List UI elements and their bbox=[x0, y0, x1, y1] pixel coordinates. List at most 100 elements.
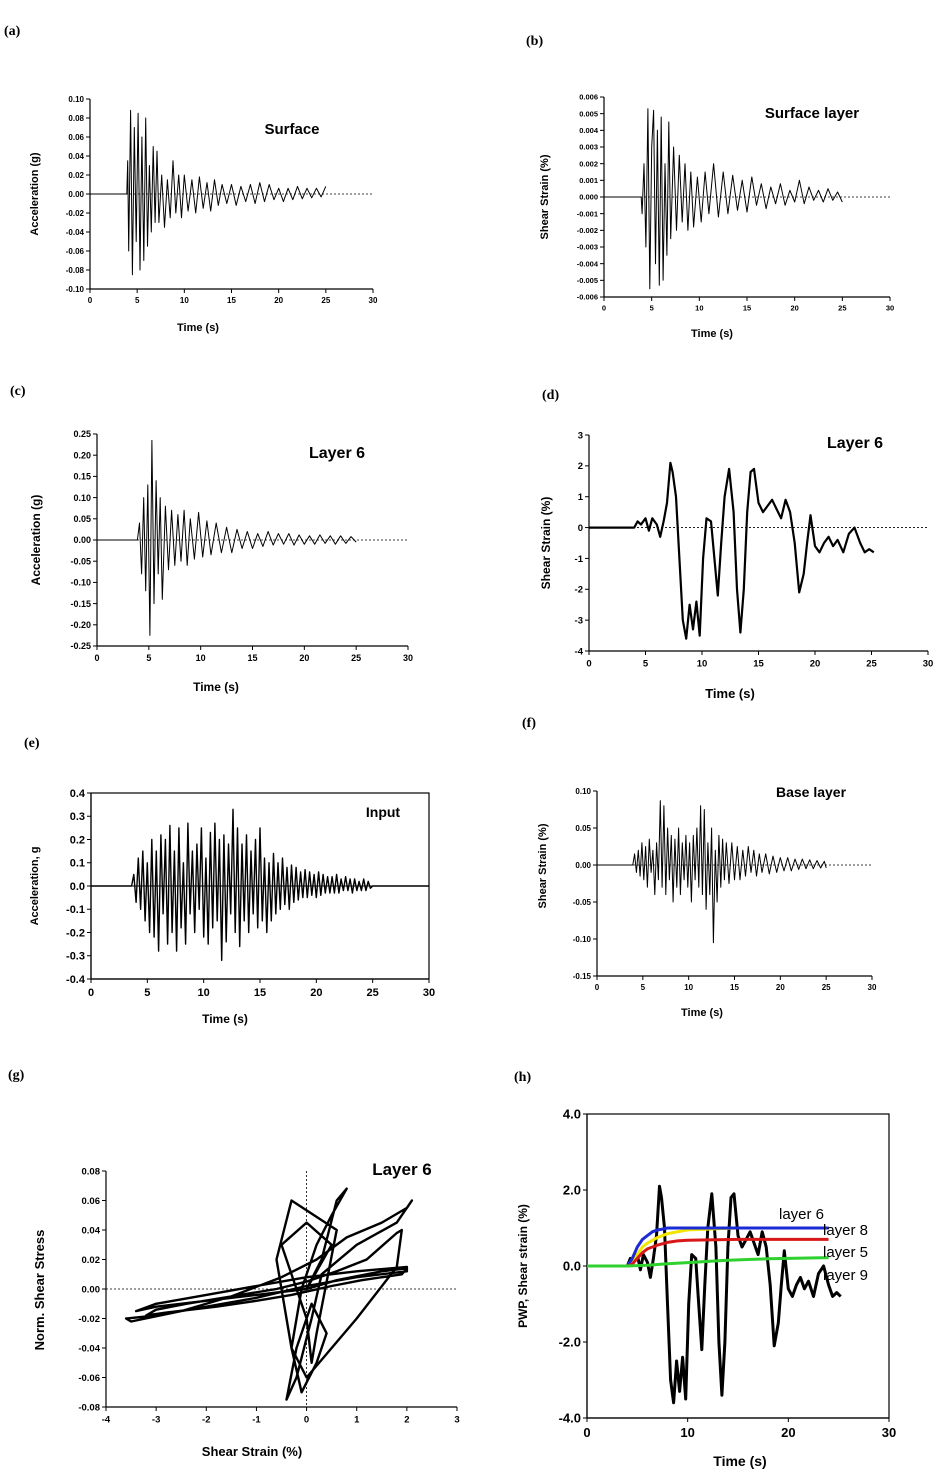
chart-d-xtick-label: 15 bbox=[753, 659, 764, 670]
chart-e-xtick-label: 0 bbox=[88, 987, 94, 999]
chart-e-ytick-label: 0.4 bbox=[70, 788, 86, 800]
chart-c-xtick-label: 25 bbox=[351, 653, 361, 663]
chart-g-xtick-label: -2 bbox=[202, 1415, 210, 1426]
chart-e-xtick-label: 10 bbox=[198, 987, 210, 999]
chart-h-xtick-label: 10 bbox=[680, 1425, 694, 1440]
chart-e-ytick-label: 0.0 bbox=[70, 881, 85, 893]
chart-f-ylabel: Shear Strain (%) bbox=[537, 823, 549, 908]
chart-a-ytick-label: -0.02 bbox=[66, 209, 85, 218]
chart-c-ytick-label: -0.15 bbox=[70, 599, 91, 609]
chart-g-ytick-label: -0.04 bbox=[78, 1343, 100, 1354]
chart-f-xtick-label: 30 bbox=[868, 983, 877, 992]
chart-c-ytick-label: 0.25 bbox=[73, 429, 91, 439]
chart-e-xtick-label: 25 bbox=[367, 987, 379, 999]
chart-d-ytick-label: -1 bbox=[575, 554, 584, 565]
chart-b-ytick-label: 0.002 bbox=[579, 159, 598, 168]
chart-b-ytick-label: -0.005 bbox=[577, 276, 598, 285]
chart-c-ytick-label: -0.05 bbox=[70, 556, 91, 566]
chart-e-xtick-label: 5 bbox=[144, 987, 150, 999]
chart-a-title: Surface bbox=[264, 121, 319, 138]
chart-a-xtick-label: 25 bbox=[321, 296, 330, 305]
chart-a-xtick-label: 20 bbox=[274, 296, 283, 305]
chart-d-ylabel: Shear Strain (%) bbox=[539, 497, 553, 590]
chart-c-ytick-label: 0.05 bbox=[73, 514, 91, 524]
chart-e-series-0 bbox=[91, 808, 429, 962]
chart-c-xtick-label: 30 bbox=[403, 653, 413, 663]
chart-f-ytick-label: -0.15 bbox=[573, 972, 592, 981]
chart-d-title: Layer 6 bbox=[827, 435, 883, 452]
chart-g-xtick-label: 1 bbox=[354, 1415, 360, 1426]
chart-f-series-0 bbox=[597, 800, 827, 944]
chart-e-ytick-label: 0.2 bbox=[70, 834, 85, 846]
chart-b-ytick-label: -0.003 bbox=[577, 243, 598, 252]
chart-d-xtick-label: 0 bbox=[586, 659, 591, 670]
chart-a-ytick-label: 0.08 bbox=[68, 114, 84, 123]
chart-e-xlabel: Time (s) bbox=[202, 1012, 248, 1026]
chart-a-xtick-label: 15 bbox=[227, 296, 236, 305]
chart-b-series-0 bbox=[604, 108, 843, 290]
chart-e-ytick-label: 0.3 bbox=[70, 811, 85, 823]
chart-b-ytick-label: -0.006 bbox=[577, 293, 598, 302]
chart-c-xtick-label: 15 bbox=[247, 653, 257, 663]
chart-d-xlabel: Time (s) bbox=[705, 686, 755, 701]
chart-a-ytick-label: 0.10 bbox=[68, 95, 84, 104]
chart-e-ytick-label: -0.1 bbox=[66, 904, 85, 916]
chart-g-series-0 bbox=[124, 1187, 414, 1401]
chart-c-ylabel: Acceleration (g) bbox=[29, 495, 43, 586]
chart-a-ytick-label: -0.06 bbox=[66, 247, 85, 256]
chart-b-ytick-label: 0.006 bbox=[579, 93, 598, 102]
chart-h-ytick-label: -4.0 bbox=[559, 1411, 581, 1426]
chart-b-xtick-label: 0 bbox=[602, 304, 606, 313]
chart-d-series-0 bbox=[589, 461, 875, 640]
chart-b-ytick-label: 0.001 bbox=[579, 176, 598, 185]
chart-g-xtick-label: -1 bbox=[252, 1415, 261, 1426]
chart-g-ytick-label: 0.08 bbox=[82, 1166, 101, 1177]
chart-h-ytick-label: 4.0 bbox=[563, 1107, 581, 1122]
panel-label-c: (c) bbox=[10, 384, 26, 399]
chart-c-ytick-label: -0.10 bbox=[70, 578, 91, 588]
chart-d-xtick-label: 20 bbox=[810, 659, 821, 670]
chart-b-ytick-label: -0.004 bbox=[577, 259, 599, 268]
chart-a-ytick-label: -0.04 bbox=[66, 228, 85, 237]
panel-label-h: (h) bbox=[514, 1070, 532, 1085]
chart-c-xtick-label: 0 bbox=[94, 653, 99, 663]
chart-d-ytick-label: 1 bbox=[578, 492, 584, 503]
chart-g-xlabel: Shear Strain (%) bbox=[202, 1444, 302, 1459]
chart-a-ylabel: Acceleration (g) bbox=[29, 152, 41, 235]
chart-f-xtick-label: 10 bbox=[684, 983, 693, 992]
chart-g-title: Layer 6 bbox=[372, 1160, 432, 1179]
panel-label-d: (d) bbox=[542, 388, 560, 403]
chart-h-legend-label-0: layer 6 bbox=[779, 1206, 824, 1223]
chart-f-ytick-label: 0.05 bbox=[575, 824, 591, 833]
chart-b-ytick-label: 0.000 bbox=[579, 193, 598, 202]
chart-b-ytick-label: 0.005 bbox=[579, 109, 598, 118]
chart-f-xtick-label: 25 bbox=[822, 983, 831, 992]
chart-c-xlabel: Time (s) bbox=[193, 680, 239, 694]
chart-a-xtick-label: 5 bbox=[135, 296, 140, 305]
chart-c-ytick-label: -0.25 bbox=[70, 641, 91, 651]
chart-e-ytick-label: -0.4 bbox=[66, 974, 86, 986]
chart-d-xtick-label: 30 bbox=[923, 659, 934, 670]
chart-b-xtick-label: 30 bbox=[886, 304, 894, 313]
chart-h-ylabel: PWP, Shear strain (%) bbox=[516, 1204, 530, 1328]
chart-e-ytick-label: 0.1 bbox=[70, 858, 85, 870]
chart-e-xtick-label: 20 bbox=[310, 987, 322, 999]
chart-g-xtick-label: 2 bbox=[404, 1415, 409, 1426]
chart-d-ytick-label: -2 bbox=[575, 585, 583, 596]
chart-g-ytick-label: 0.04 bbox=[82, 1225, 101, 1236]
chart-f-title: Base layer bbox=[776, 784, 847, 800]
chart-g-xtick-label: -4 bbox=[102, 1415, 111, 1426]
chart-h-series-strain bbox=[587, 1184, 842, 1405]
chart-c-xtick-label: 20 bbox=[299, 653, 309, 663]
chart-a-ytick-label: 0.06 bbox=[68, 133, 84, 142]
chart-h-xlabel: Time (s) bbox=[713, 1453, 766, 1469]
chart-f-xtick-label: 5 bbox=[641, 983, 646, 992]
chart-e-ytick-label: -0.2 bbox=[66, 927, 85, 939]
chart-b-ytick-label: 0.003 bbox=[579, 143, 598, 152]
panel-label-b: (b) bbox=[526, 34, 544, 49]
chart-h-ytick-label: -2.0 bbox=[559, 1335, 581, 1350]
chart-g-ytick-label: -0.02 bbox=[78, 1314, 100, 1325]
chart-b-xtick-label: 15 bbox=[743, 304, 751, 313]
chart-c-ytick-label: 0.15 bbox=[73, 472, 91, 482]
chart-c-xtick-label: 10 bbox=[196, 653, 206, 663]
